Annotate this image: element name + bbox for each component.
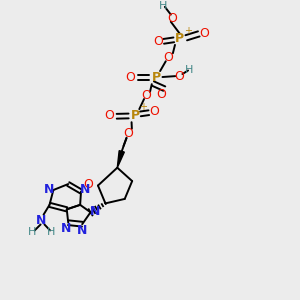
Text: O: O — [149, 105, 159, 118]
Text: +: + — [140, 102, 148, 112]
Text: O: O — [83, 178, 93, 190]
Text: O: O — [174, 70, 184, 83]
Text: O: O — [163, 51, 173, 64]
Text: O: O — [153, 35, 163, 48]
Text: O: O — [156, 88, 166, 101]
Text: P: P — [130, 109, 140, 122]
Text: N: N — [80, 184, 90, 196]
Text: H: H — [185, 65, 194, 75]
Text: O: O — [167, 12, 177, 25]
Text: O: O — [105, 110, 115, 122]
Text: H: H — [159, 1, 168, 11]
Text: O: O — [125, 71, 135, 84]
Text: +: + — [184, 26, 192, 36]
Text: O: O — [141, 89, 151, 102]
Text: N: N — [61, 222, 71, 235]
Text: O: O — [199, 27, 209, 40]
Text: H: H — [28, 226, 36, 237]
Text: N: N — [35, 214, 46, 227]
Text: N: N — [44, 183, 54, 196]
Text: O: O — [123, 127, 133, 140]
Polygon shape — [117, 151, 124, 168]
Text: H: H — [47, 226, 55, 237]
Text: N: N — [89, 205, 100, 218]
Text: P: P — [175, 32, 184, 46]
Text: P: P — [152, 71, 160, 84]
Text: N: N — [77, 224, 88, 237]
